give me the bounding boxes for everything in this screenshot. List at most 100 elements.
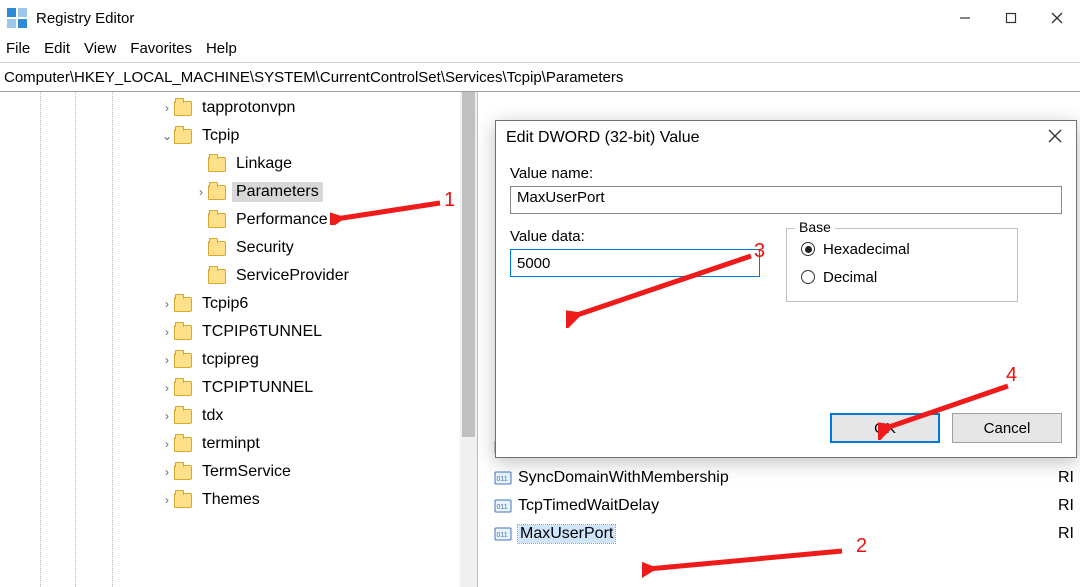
reg-dword-icon: 011: [494, 497, 512, 515]
value-type-fragment: RI: [1058, 469, 1074, 487]
maximize-button[interactable]: [988, 0, 1034, 36]
tree-item-label: Security: [232, 238, 298, 258]
chevron-right-icon[interactable]: ›: [160, 437, 174, 451]
ok-button-label: OK: [874, 420, 896, 437]
value-list-item[interactable]: 011 MaxUserPort RI: [478, 520, 1080, 548]
tree-guideline: [112, 92, 113, 587]
tree-item[interactable]: › TCPIP6TUNNEL: [0, 318, 477, 346]
tree-item[interactable]: Performance: [0, 206, 477, 234]
tree-item[interactable]: Linkage: [0, 150, 477, 178]
folder-icon: [208, 185, 226, 200]
tree-item[interactable]: › TermService: [0, 458, 477, 486]
tree-item-label: ServiceProvider: [232, 266, 353, 286]
edit-dword-dialog: Edit DWORD (32-bit) Value Value name: Ma…: [495, 120, 1077, 458]
tree-item-label: Tcpip: [198, 126, 243, 146]
regedit-icon: [6, 7, 28, 29]
tree-item-label: Tcpip6: [198, 294, 252, 314]
tree-item[interactable]: ›tapprotonvpn: [0, 94, 477, 122]
tree-item-label: terminpt: [198, 434, 264, 454]
chevron-right-icon[interactable]: ›: [160, 465, 174, 479]
radio-icon: [801, 242, 815, 256]
menu-favorites[interactable]: Favorites: [130, 40, 192, 57]
close-button[interactable]: [1034, 0, 1080, 36]
tree-item-label: Linkage: [232, 154, 296, 174]
value-data-input[interactable]: [510, 249, 760, 277]
chevron-right-icon[interactable]: ›: [194, 185, 208, 199]
folder-icon: [208, 269, 226, 284]
radio-icon: [801, 270, 815, 284]
tree-item[interactable]: › Themes: [0, 486, 477, 514]
chevron-right-icon[interactable]: ›: [160, 381, 174, 395]
radio-hexadecimal[interactable]: Hexadecimal: [801, 235, 1003, 263]
reg-dword-icon: 011: [494, 469, 512, 487]
tree-item[interactable]: › TCPIPTUNNEL: [0, 374, 477, 402]
menu-edit[interactable]: Edit: [44, 40, 70, 57]
tree-item-label: TCPIPTUNNEL: [198, 378, 317, 398]
value-list-label: TcpTimedWaitDelay: [518, 497, 659, 515]
tree-item[interactable]: ›Parameters: [0, 178, 477, 206]
tree-item[interactable]: › Tcpip6: [0, 290, 477, 318]
tree-item[interactable]: › tcpipreg: [0, 346, 477, 374]
radio-decimal[interactable]: Decimal: [801, 263, 1003, 291]
cancel-button-label: Cancel: [984, 420, 1031, 437]
svg-text:011: 011: [497, 532, 508, 539]
tree-item-label: tdx: [198, 406, 227, 426]
tree-guideline: [40, 92, 41, 587]
menu-view[interactable]: View: [84, 40, 116, 57]
menu-bar: File Edit View Favorites Help: [0, 36, 1080, 62]
app-title: Registry Editor: [36, 10, 942, 27]
folder-icon: [174, 101, 192, 116]
folder-icon: [208, 157, 226, 172]
tree-scrollbar[interactable]: [460, 92, 477, 587]
address-bar[interactable]: Computer\HKEY_LOCAL_MACHINE\SYSTEM\Curre…: [0, 62, 1080, 92]
chevron-right-icon[interactable]: ›: [160, 409, 174, 423]
svg-text:011: 011: [497, 476, 508, 483]
tree-pane: ›tapprotonvpn ⌄ Tcpip Linkage ›Parameters Per…: [0, 92, 478, 587]
value-name-text: MaxUserPort: [517, 189, 605, 206]
tree-item-label: TermService: [198, 462, 295, 482]
value-name-field: MaxUserPort: [510, 186, 1062, 214]
base-group: Base Hexadecimal Decimal: [786, 228, 1018, 302]
dialog-body: Value name: MaxUserPort Value data: Base…: [496, 155, 1076, 302]
scroll-thumb[interactable]: [462, 92, 475, 437]
titlebar: Registry Editor: [0, 0, 1080, 36]
menu-help[interactable]: Help: [206, 40, 237, 57]
tree-item[interactable]: ⌄ Tcpip: [0, 122, 477, 150]
value-data-label: Value data:: [510, 228, 760, 245]
tree-item-label: Performance: [232, 210, 332, 230]
chevron-down-icon[interactable]: ⌄: [160, 129, 174, 143]
cancel-button[interactable]: Cancel: [952, 413, 1062, 443]
tree-item[interactable]: ServiceProvider: [0, 262, 477, 290]
value-list-label: MaxUserPort: [518, 525, 615, 543]
minimize-button[interactable]: [942, 0, 988, 36]
tree-item[interactable]: › terminpt: [0, 430, 477, 458]
value-type-fragment: RI: [1058, 525, 1074, 543]
chevron-right-icon[interactable]: ›: [160, 325, 174, 339]
tree-item[interactable]: › tdx: [0, 402, 477, 430]
folder-icon: [174, 325, 192, 340]
chevron-right-icon[interactable]: ›: [160, 101, 174, 115]
value-list-item[interactable]: 011TcpTimedWaitDelayRI: [478, 492, 1080, 520]
folder-icon: [174, 409, 192, 424]
folder-icon: [208, 213, 226, 228]
chevron-right-icon[interactable]: ›: [160, 493, 174, 507]
tree-item-label: tcpipreg: [198, 350, 263, 370]
address-text: Computer\HKEY_LOCAL_MACHINE\SYSTEM\Curre…: [4, 69, 623, 86]
tree-item-label: Themes: [198, 490, 264, 510]
chevron-right-icon[interactable]: ›: [160, 353, 174, 367]
menu-file[interactable]: File: [6, 40, 30, 57]
dialog-title: Edit DWORD (32-bit) Value: [506, 129, 700, 147]
dialog-button-row: OK Cancel: [830, 413, 1062, 443]
tree-guideline: [75, 92, 76, 587]
tree-item-label: TCPIP6TUNNEL: [198, 322, 326, 342]
chevron-right-icon[interactable]: ›: [160, 297, 174, 311]
radio-label: Decimal: [823, 269, 877, 286]
dialog-titlebar: Edit DWORD (32-bit) Value: [496, 121, 1076, 155]
ok-button[interactable]: OK: [830, 413, 940, 443]
tree-item[interactable]: Security: [0, 234, 477, 262]
value-list-item[interactable]: 011SyncDomainWithMembershipRI: [478, 464, 1080, 492]
folder-icon: [174, 493, 192, 508]
folder-icon: [174, 297, 192, 312]
dialog-close-button[interactable]: [1044, 125, 1066, 152]
folder-icon: [174, 465, 192, 480]
